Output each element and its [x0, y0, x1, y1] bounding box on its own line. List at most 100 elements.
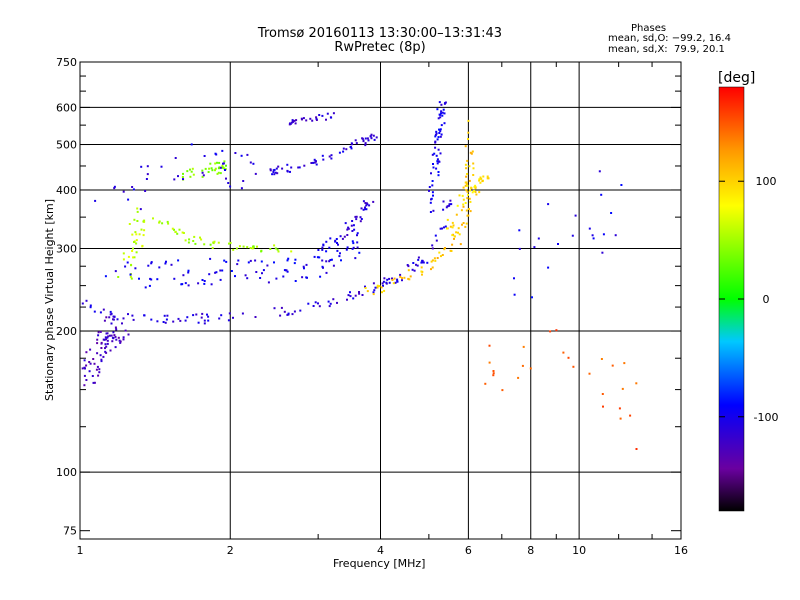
data-point — [321, 114, 324, 117]
data-point — [112, 318, 114, 321]
data-point — [131, 250, 134, 252]
data-point — [364, 285, 366, 288]
data-point — [221, 166, 224, 169]
data-point — [354, 139, 357, 142]
data-point — [328, 155, 331, 158]
data-point — [588, 227, 591, 230]
data-point — [117, 276, 120, 278]
data-point — [329, 302, 332, 305]
data-point — [305, 119, 308, 122]
data-point — [437, 174, 440, 177]
data-point — [355, 142, 358, 145]
data-point — [472, 162, 475, 165]
data-point — [103, 319, 106, 322]
data-point — [444, 101, 447, 104]
data-point — [434, 133, 437, 136]
data-point — [468, 197, 471, 200]
data-point — [170, 263, 173, 266]
data-point — [439, 135, 442, 138]
data-point — [517, 376, 520, 379]
y-tick-label: 75 — [63, 525, 77, 538]
data-point — [238, 245, 241, 248]
data-point — [229, 185, 232, 188]
data-point — [375, 136, 378, 139]
data-point — [214, 271, 217, 274]
x-tick-label: 10 — [572, 544, 586, 557]
data-point — [182, 232, 185, 234]
data-point — [199, 236, 201, 239]
data-point — [227, 182, 230, 184]
data-point — [431, 244, 434, 247]
data-point — [142, 220, 145, 223]
data-point — [474, 187, 477, 190]
data-point — [98, 368, 101, 371]
data-point — [104, 347, 106, 350]
data-point — [143, 229, 146, 232]
colorbar-tick-label: 0 — [763, 293, 770, 306]
data-point — [195, 313, 198, 316]
data-point — [518, 247, 521, 250]
data-point — [109, 313, 112, 316]
data-point — [100, 347, 103, 349]
y-tick-label: 600 — [56, 101, 77, 114]
data-point — [172, 320, 175, 323]
data-point — [277, 165, 280, 168]
data-point — [276, 172, 279, 175]
data-point — [393, 277, 396, 280]
data-point — [203, 155, 206, 157]
data-point — [591, 234, 594, 237]
data-point — [201, 312, 204, 315]
data-point — [217, 171, 220, 174]
data-point — [127, 333, 130, 336]
data-point — [187, 271, 190, 274]
data-point — [443, 248, 446, 251]
data-point — [117, 336, 120, 339]
data-point — [367, 139, 370, 142]
data-point — [353, 228, 356, 231]
data-point — [358, 292, 361, 295]
data-point — [94, 199, 97, 202]
data-point — [173, 228, 175, 231]
data-point — [328, 305, 331, 308]
data-point — [219, 278, 222, 281]
data-point — [549, 330, 552, 333]
data-point — [443, 226, 445, 229]
data-point — [161, 222, 164, 225]
data-point — [600, 358, 603, 360]
data-point — [158, 220, 161, 223]
data-point — [260, 250, 263, 253]
data-point — [187, 284, 190, 287]
data-point — [431, 191, 434, 194]
data-point — [479, 176, 482, 179]
data-point — [461, 223, 463, 226]
data-point — [325, 118, 327, 121]
colorbar-ticks: 100 0 -100 — [719, 175, 778, 424]
data-point — [465, 181, 468, 184]
data-point — [370, 137, 373, 140]
data-point — [81, 302, 84, 305]
data-point — [619, 417, 622, 420]
data-point — [440, 103, 443, 106]
data-point — [113, 334, 116, 337]
data-point — [181, 231, 184, 234]
data-point — [441, 111, 444, 114]
colorbar-unit: [deg] — [718, 70, 756, 86]
data-point — [388, 281, 391, 284]
data-point — [354, 257, 357, 260]
data-point — [167, 222, 170, 225]
data-point — [106, 336, 109, 339]
data-point — [260, 260, 263, 263]
data-point — [237, 259, 240, 262]
data-point — [420, 266, 423, 269]
phase-stats-heading: Phases — [631, 23, 667, 34]
data-point — [472, 167, 475, 170]
data-point — [116, 318, 119, 321]
data-point — [432, 194, 434, 197]
phase-stats-x: mean, sd,X: 79.9, 20.1 — [608, 44, 725, 55]
data-point — [97, 334, 100, 337]
data-point — [281, 167, 284, 170]
data-point — [431, 259, 434, 262]
data-point — [83, 374, 86, 377]
data-point — [620, 184, 623, 186]
data-point — [592, 237, 595, 240]
